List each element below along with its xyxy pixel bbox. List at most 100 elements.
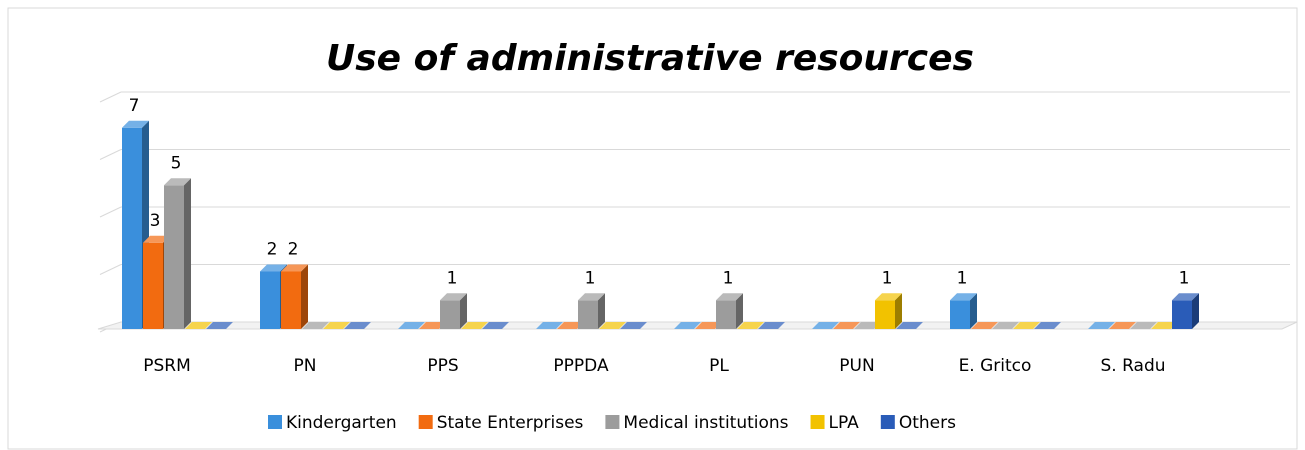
bar bbox=[875, 293, 902, 329]
bar bbox=[620, 322, 647, 329]
bar bbox=[482, 322, 509, 329]
bar bbox=[674, 322, 701, 329]
bar-top bbox=[557, 322, 584, 329]
y-tick bbox=[99, 264, 122, 275]
bar-front bbox=[122, 127, 142, 329]
legend-label: Kindergarten bbox=[286, 413, 397, 433]
bar-top bbox=[164, 178, 191, 186]
bar bbox=[1013, 322, 1040, 329]
data-label: 1 bbox=[447, 268, 458, 288]
bar-front bbox=[260, 271, 280, 329]
bar-top bbox=[482, 322, 509, 329]
bar bbox=[344, 322, 371, 329]
bar-top bbox=[281, 264, 308, 272]
bar-front bbox=[950, 300, 970, 329]
legend-label: LPA bbox=[829, 413, 860, 433]
bar bbox=[854, 322, 881, 329]
bar-top bbox=[398, 322, 425, 329]
bar-top bbox=[344, 322, 371, 329]
bar-top bbox=[1013, 322, 1040, 329]
bar-top bbox=[1130, 322, 1157, 329]
bar-front bbox=[281, 271, 301, 329]
bar-front bbox=[1172, 300, 1192, 329]
bar-top bbox=[1088, 322, 1115, 329]
bar bbox=[461, 322, 488, 329]
bar-top bbox=[599, 322, 626, 329]
data-label: 1 bbox=[957, 268, 968, 288]
bar-top bbox=[854, 322, 881, 329]
bar bbox=[1109, 322, 1136, 329]
bar bbox=[896, 322, 923, 329]
bar bbox=[164, 178, 191, 329]
bar bbox=[536, 322, 563, 329]
bar-front bbox=[875, 300, 895, 329]
bar-top bbox=[1034, 322, 1061, 329]
x-tick-label: PUN bbox=[839, 356, 874, 376]
legend-swatch bbox=[268, 415, 282, 429]
x-tick-label: PN bbox=[294, 356, 317, 376]
bar-front bbox=[143, 242, 163, 329]
bar bbox=[812, 322, 839, 329]
bar-top bbox=[674, 322, 701, 329]
bar bbox=[398, 322, 425, 329]
x-tick-label: E. Gritco bbox=[959, 356, 1032, 376]
bar-top bbox=[992, 322, 1019, 329]
data-label: 1 bbox=[1179, 268, 1190, 288]
bar bbox=[971, 322, 998, 329]
bar bbox=[695, 322, 722, 329]
legend-swatch bbox=[418, 415, 433, 429]
bar bbox=[185, 322, 212, 329]
bar-top bbox=[440, 293, 467, 301]
bar-top bbox=[1109, 322, 1136, 329]
bar bbox=[1088, 322, 1115, 329]
bar bbox=[1172, 293, 1199, 329]
bar-side bbox=[460, 293, 467, 329]
bar bbox=[440, 293, 467, 329]
bar bbox=[950, 293, 977, 329]
bar bbox=[302, 322, 329, 329]
data-label: 1 bbox=[882, 268, 893, 288]
bar-side bbox=[736, 293, 743, 329]
bar-top bbox=[1172, 293, 1199, 301]
bar bbox=[716, 293, 743, 329]
legend-swatch bbox=[880, 415, 895, 429]
bar-top bbox=[758, 322, 785, 329]
x-tick-label: PPS bbox=[427, 356, 458, 376]
bar bbox=[578, 293, 605, 329]
bar-top bbox=[461, 322, 488, 329]
bar-top bbox=[578, 293, 605, 301]
bar-side bbox=[184, 178, 191, 329]
bar-front bbox=[578, 300, 598, 329]
bar bbox=[323, 322, 350, 329]
bar bbox=[1151, 322, 1178, 329]
bar-side bbox=[970, 293, 977, 329]
data-label: 2 bbox=[267, 240, 278, 260]
bar-front bbox=[716, 300, 736, 329]
bar bbox=[737, 322, 764, 329]
bar-top bbox=[716, 293, 743, 301]
bar bbox=[833, 322, 860, 329]
bar-top bbox=[950, 293, 977, 301]
bar-top bbox=[419, 322, 446, 329]
bar-front bbox=[164, 185, 184, 329]
bar-top bbox=[185, 322, 212, 329]
data-label: 1 bbox=[723, 268, 734, 288]
bar-top bbox=[302, 322, 329, 329]
x-tick-label: S. Radu bbox=[1100, 356, 1165, 376]
y-tick bbox=[99, 149, 122, 160]
chart-frame bbox=[7, 7, 1298, 450]
bar-top bbox=[323, 322, 350, 329]
legend-swatch bbox=[810, 415, 825, 429]
bar-side bbox=[1192, 293, 1199, 329]
bar-top bbox=[1151, 322, 1178, 329]
legend-swatch bbox=[605, 415, 620, 429]
bar-top bbox=[695, 322, 722, 329]
data-label: 2 bbox=[288, 240, 299, 260]
bar bbox=[758, 322, 785, 329]
bar-top bbox=[833, 322, 860, 329]
bar bbox=[557, 322, 584, 329]
y-tick bbox=[99, 91, 122, 103]
data-label: 5 bbox=[171, 153, 182, 173]
bar-top bbox=[812, 322, 839, 329]
x-tick-label: PPPDA bbox=[553, 356, 609, 376]
